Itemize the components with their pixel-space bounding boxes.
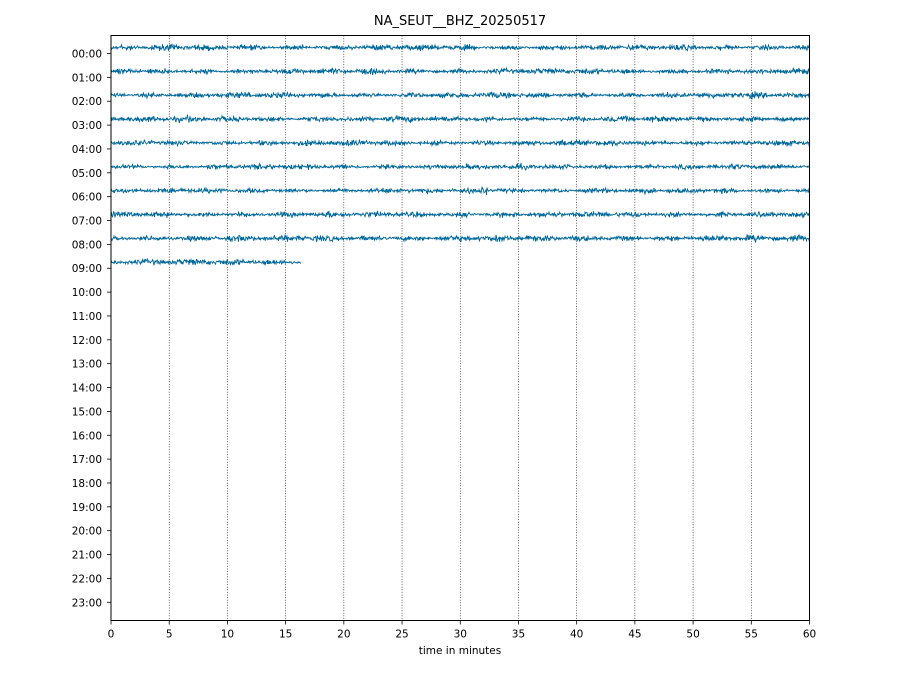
y-tick-label: 01:00: [72, 72, 102, 84]
x-tick-label: 55: [745, 629, 758, 641]
x-tick-label: 35: [512, 629, 525, 641]
y-tick-label: 13:00: [72, 359, 102, 371]
x-tick-label: 5: [166, 629, 173, 641]
y-tick-label: 00:00: [72, 49, 102, 61]
x-tick-label: 40: [570, 629, 583, 641]
x-tick-label: 20: [337, 629, 350, 641]
y-tick-label: 04:00: [72, 144, 102, 156]
trace-0800: [110, 233, 810, 243]
y-tick-label: 05:00: [72, 168, 102, 180]
y-tick-label: 10:00: [72, 287, 102, 299]
y-tick-label: 23:00: [72, 597, 102, 609]
y-tick-label: 11:00: [72, 311, 102, 323]
x-tick-label: 60: [803, 629, 816, 641]
y-tick-label: 20:00: [72, 526, 102, 538]
y-tick-label: 18:00: [72, 478, 102, 490]
trace-0500: [110, 162, 810, 172]
x-tick-label: 50: [686, 629, 699, 641]
y-tick-label: 16:00: [72, 430, 102, 442]
y-tick-label: 06:00: [72, 192, 102, 204]
y-tick-label: 03:00: [72, 120, 102, 132]
y-tick-label: 19:00: [72, 502, 102, 514]
y-tick-label: 09:00: [72, 263, 102, 275]
y-tick-label: 17:00: [72, 454, 102, 466]
x-tick-label: 0: [108, 629, 115, 641]
y-tick-label: 15:00: [72, 406, 102, 418]
y-tick-label: 07:00: [72, 216, 102, 228]
x-tick-label: 45: [628, 629, 641, 641]
x-tick-label: 25: [395, 629, 408, 641]
x-tick-label: 10: [221, 629, 234, 641]
trace-0400: [110, 138, 810, 148]
y-tick-label: 14:00: [72, 383, 102, 395]
trace-0100: [110, 66, 810, 76]
trace-0900: [110, 257, 301, 267]
y-tick-label: 12:00: [72, 335, 102, 347]
chart-title: NA_SEUT__BHZ_20250517: [374, 14, 546, 29]
y-tick-label: 22:00: [72, 573, 102, 585]
x-axis-label: time in minutes: [419, 645, 501, 657]
y-axis-ticks: 00:00 01:00 02:00 03:00 04:00 05:00 06:00 07:00…: [72, 49, 111, 609]
trace-0600: [110, 186, 810, 195]
x-tick-label: 15: [279, 629, 292, 641]
trace-0000: [110, 43, 810, 52]
y-tick-label: 02:00: [72, 96, 102, 108]
trace-0700: [110, 210, 810, 219]
x-axis-ticks: 0 5 10 15 20 25 30 35 40 45 50 55 60: [108, 620, 816, 641]
y-tick-label: 21:00: [72, 550, 102, 562]
trace-0200: [110, 90, 810, 100]
y-tick-label: 08:00: [72, 239, 102, 251]
traces: [110, 43, 810, 267]
x-tick-label: 30: [454, 629, 467, 641]
trace-0300: [110, 114, 810, 124]
